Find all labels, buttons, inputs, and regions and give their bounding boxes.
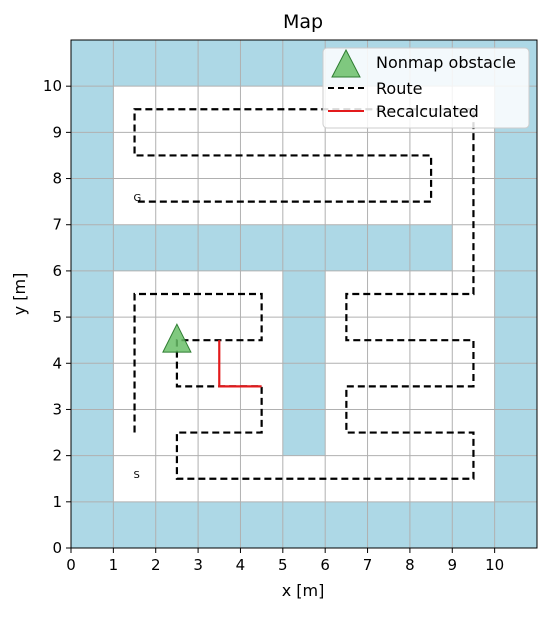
x-tick-label: 1 (109, 556, 119, 574)
legend-box (322, 47, 530, 129)
y-axis-label: y [m] (10, 273, 29, 316)
nonmap-obstacle-marker (162, 323, 192, 353)
wall-1 (71, 501, 537, 548)
recalculated-line (218, 340, 262, 388)
y-tick-label: 1 (52, 493, 62, 511)
marker-layer: SG (134, 193, 192, 481)
legend-label-recalculated: Recalculated (376, 102, 479, 121)
x-tick-label: 10 (485, 556, 504, 574)
x-tick-label: 6 (320, 556, 330, 574)
start-label: S (134, 470, 140, 481)
x-tick-label: 2 (151, 556, 161, 574)
y-tick-label: 6 (52, 262, 62, 280)
legend-obstacle-swatch (331, 48, 361, 78)
x-tick-label: 5 (278, 556, 288, 574)
x-tick-label: 9 (447, 556, 457, 574)
x-axis-label: x [m] (282, 581, 325, 600)
y-tick-label: 9 (52, 123, 62, 141)
wall-3 (71, 86, 114, 502)
x-tick-label: 4 (236, 556, 246, 574)
ticks-layer: 0 1 2 3 4 5 6 7 8 9 10 0 1 2 3 4 5 6 7 8 9 10 (43, 77, 504, 574)
y-tick-label: 3 (52, 400, 62, 418)
y-tick-label: 4 (52, 354, 62, 372)
legend-label-route: Route (376, 79, 422, 98)
legend: Nonmap obstacle Route Recalculated (322, 47, 530, 129)
x-tick-label: 7 (363, 556, 373, 574)
x-tick-label: 8 (405, 556, 415, 574)
goal-label: G (134, 193, 142, 204)
y-tick-label: 8 (52, 170, 62, 188)
y-tick-label: 5 (52, 308, 62, 326)
wall-4 (494, 86, 537, 502)
plot-frame (70, 39, 538, 549)
y-tick-label: 2 (52, 447, 62, 465)
legend-label-obstacle: Nonmap obstacle (376, 53, 516, 72)
x-tick-label: 3 (193, 556, 203, 574)
chart-title: Map (283, 11, 323, 33)
x-tick-label: 0 (66, 556, 76, 574)
y-tick-label: 7 (52, 216, 62, 234)
y-tick-label: 0 (52, 539, 62, 557)
y-tick-label: 10 (43, 77, 62, 95)
